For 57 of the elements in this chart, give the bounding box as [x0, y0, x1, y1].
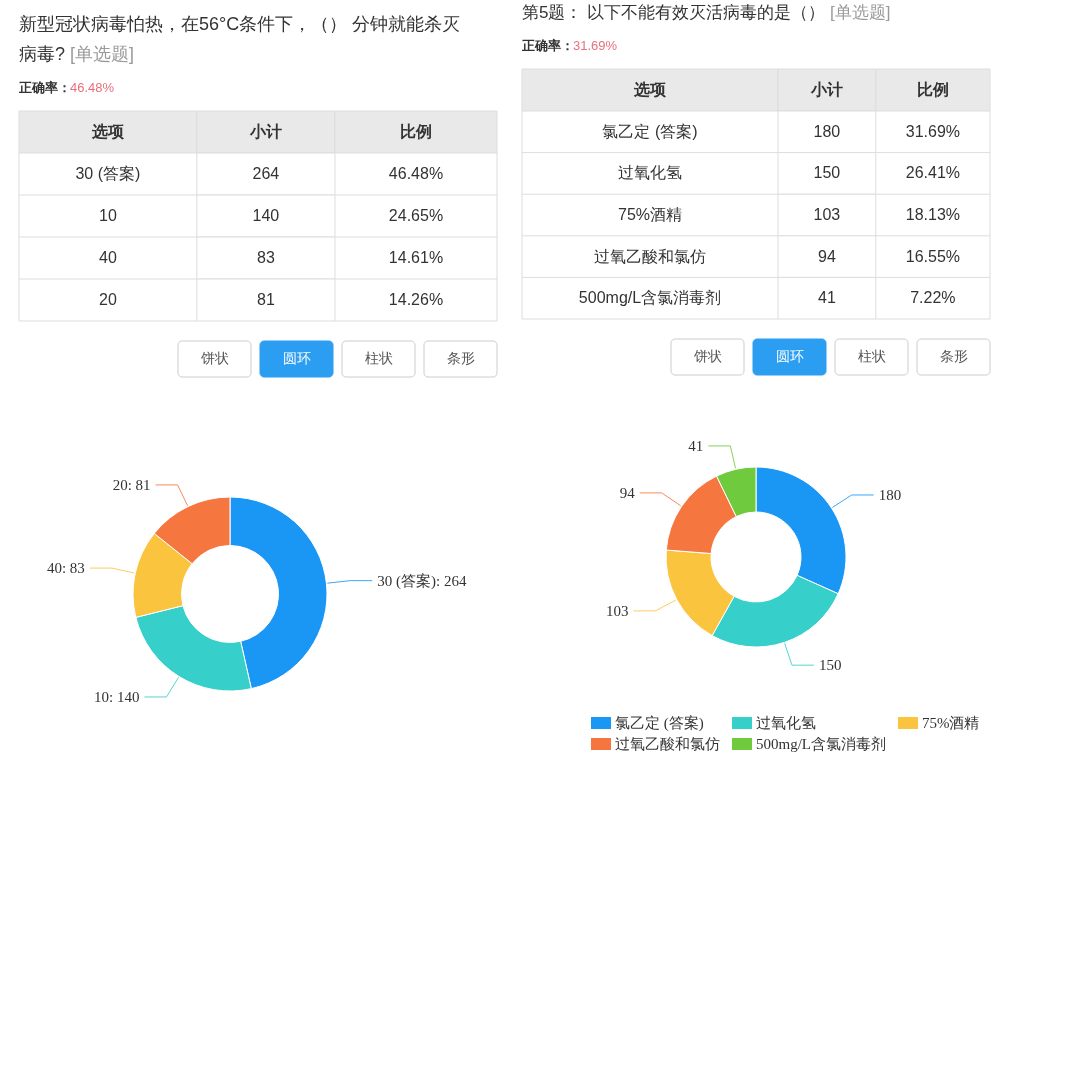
y2-tick-label: 46.48% — [388, 165, 444, 182]
data-label: 94 — [619, 484, 636, 501]
data-label: 81 — [256, 291, 275, 308]
y-tick-label: 75%酒精 — [617, 206, 683, 223]
data-label: 30 (答案): 264 — [377, 572, 467, 590]
data-label: 103 — [606, 602, 629, 619]
y2-tick-label: 16.55% — [905, 247, 961, 265]
y2-axis-title: 比例 — [916, 81, 949, 98]
y-tick-label: 过氧化氢 — [618, 164, 682, 182]
x-tick-label: 小计 — [809, 81, 843, 98]
y-tick-label: 10 — [99, 207, 117, 224]
data-label: 10: 140 — [94, 688, 140, 705]
x-tick-label: 小计 — [248, 123, 282, 140]
y-tick-label: 过氧乙酸和氯仿 — [594, 247, 706, 265]
data-label: 180 — [878, 486, 902, 503]
chart-title: 新型冠状病毒怕热，在56°C条件下，（） 分钟就能杀灭病毒? [单选题] — [19, 14, 461, 64]
text: 正确率：46.48% — [18, 80, 115, 95]
data-label: 264 — [252, 165, 280, 182]
y2-tick-label: 7.22% — [910, 289, 956, 307]
text: 条形 — [939, 348, 968, 364]
data-label: 180 — [813, 122, 841, 140]
legend-label: 75%酒精 — [922, 715, 980, 731]
y2-tick-label: 14.61% — [388, 249, 444, 266]
data-label: 94 — [818, 247, 836, 265]
y2-tick-label: 31.69% — [905, 122, 961, 140]
y2-tick-label: 26.41% — [905, 164, 961, 182]
data-label: 150 — [818, 657, 842, 674]
text: 柱状 — [857, 348, 886, 364]
text: 条形 — [446, 350, 475, 366]
y-tick-label: 30 (答案) — [75, 165, 141, 182]
data-label: 40: 83 — [46, 560, 85, 577]
y2-tick-label: 24.65% — [388, 207, 444, 224]
data-label: 150 — [813, 164, 841, 182]
legend-label: 500mg/L含氯消毒剂 — [756, 736, 886, 752]
text: 饼状 — [692, 348, 722, 364]
data-label: 103 — [813, 206, 841, 223]
data-label: 41 — [688, 437, 704, 454]
y2-axis-title: 比例 — [399, 123, 432, 140]
data-label: 41 — [818, 289, 836, 307]
text: 正确率：31.69% — [521, 38, 618, 53]
data-label: 83 — [256, 249, 275, 266]
text: 圆环 — [775, 348, 804, 364]
chart-title: 第5题： 以下不能有效灭活病毒的是（） [单选题] — [522, 3, 891, 22]
text: 柱状 — [364, 350, 393, 366]
y2-tick-label: 14.26% — [388, 291, 444, 308]
y-tick-label: 20 — [99, 291, 117, 308]
y2-tick-label: 18.13% — [905, 206, 961, 223]
y-tick-label: 500mg/L含氯消毒剂 — [578, 289, 722, 307]
text: 圆环 — [282, 350, 311, 366]
legend-label: 过氧化氢 — [756, 715, 816, 731]
data-label: 140 — [252, 207, 280, 224]
y-axis-title: 选项 — [90, 123, 125, 140]
text: 饼状 — [199, 350, 229, 366]
y-tick-label: 40 — [99, 249, 117, 266]
y-axis-title: 选项 — [633, 81, 667, 98]
y-tick-label: 氯乙定 (答案) — [602, 122, 698, 140]
data-label: 20: 81 — [112, 476, 151, 493]
